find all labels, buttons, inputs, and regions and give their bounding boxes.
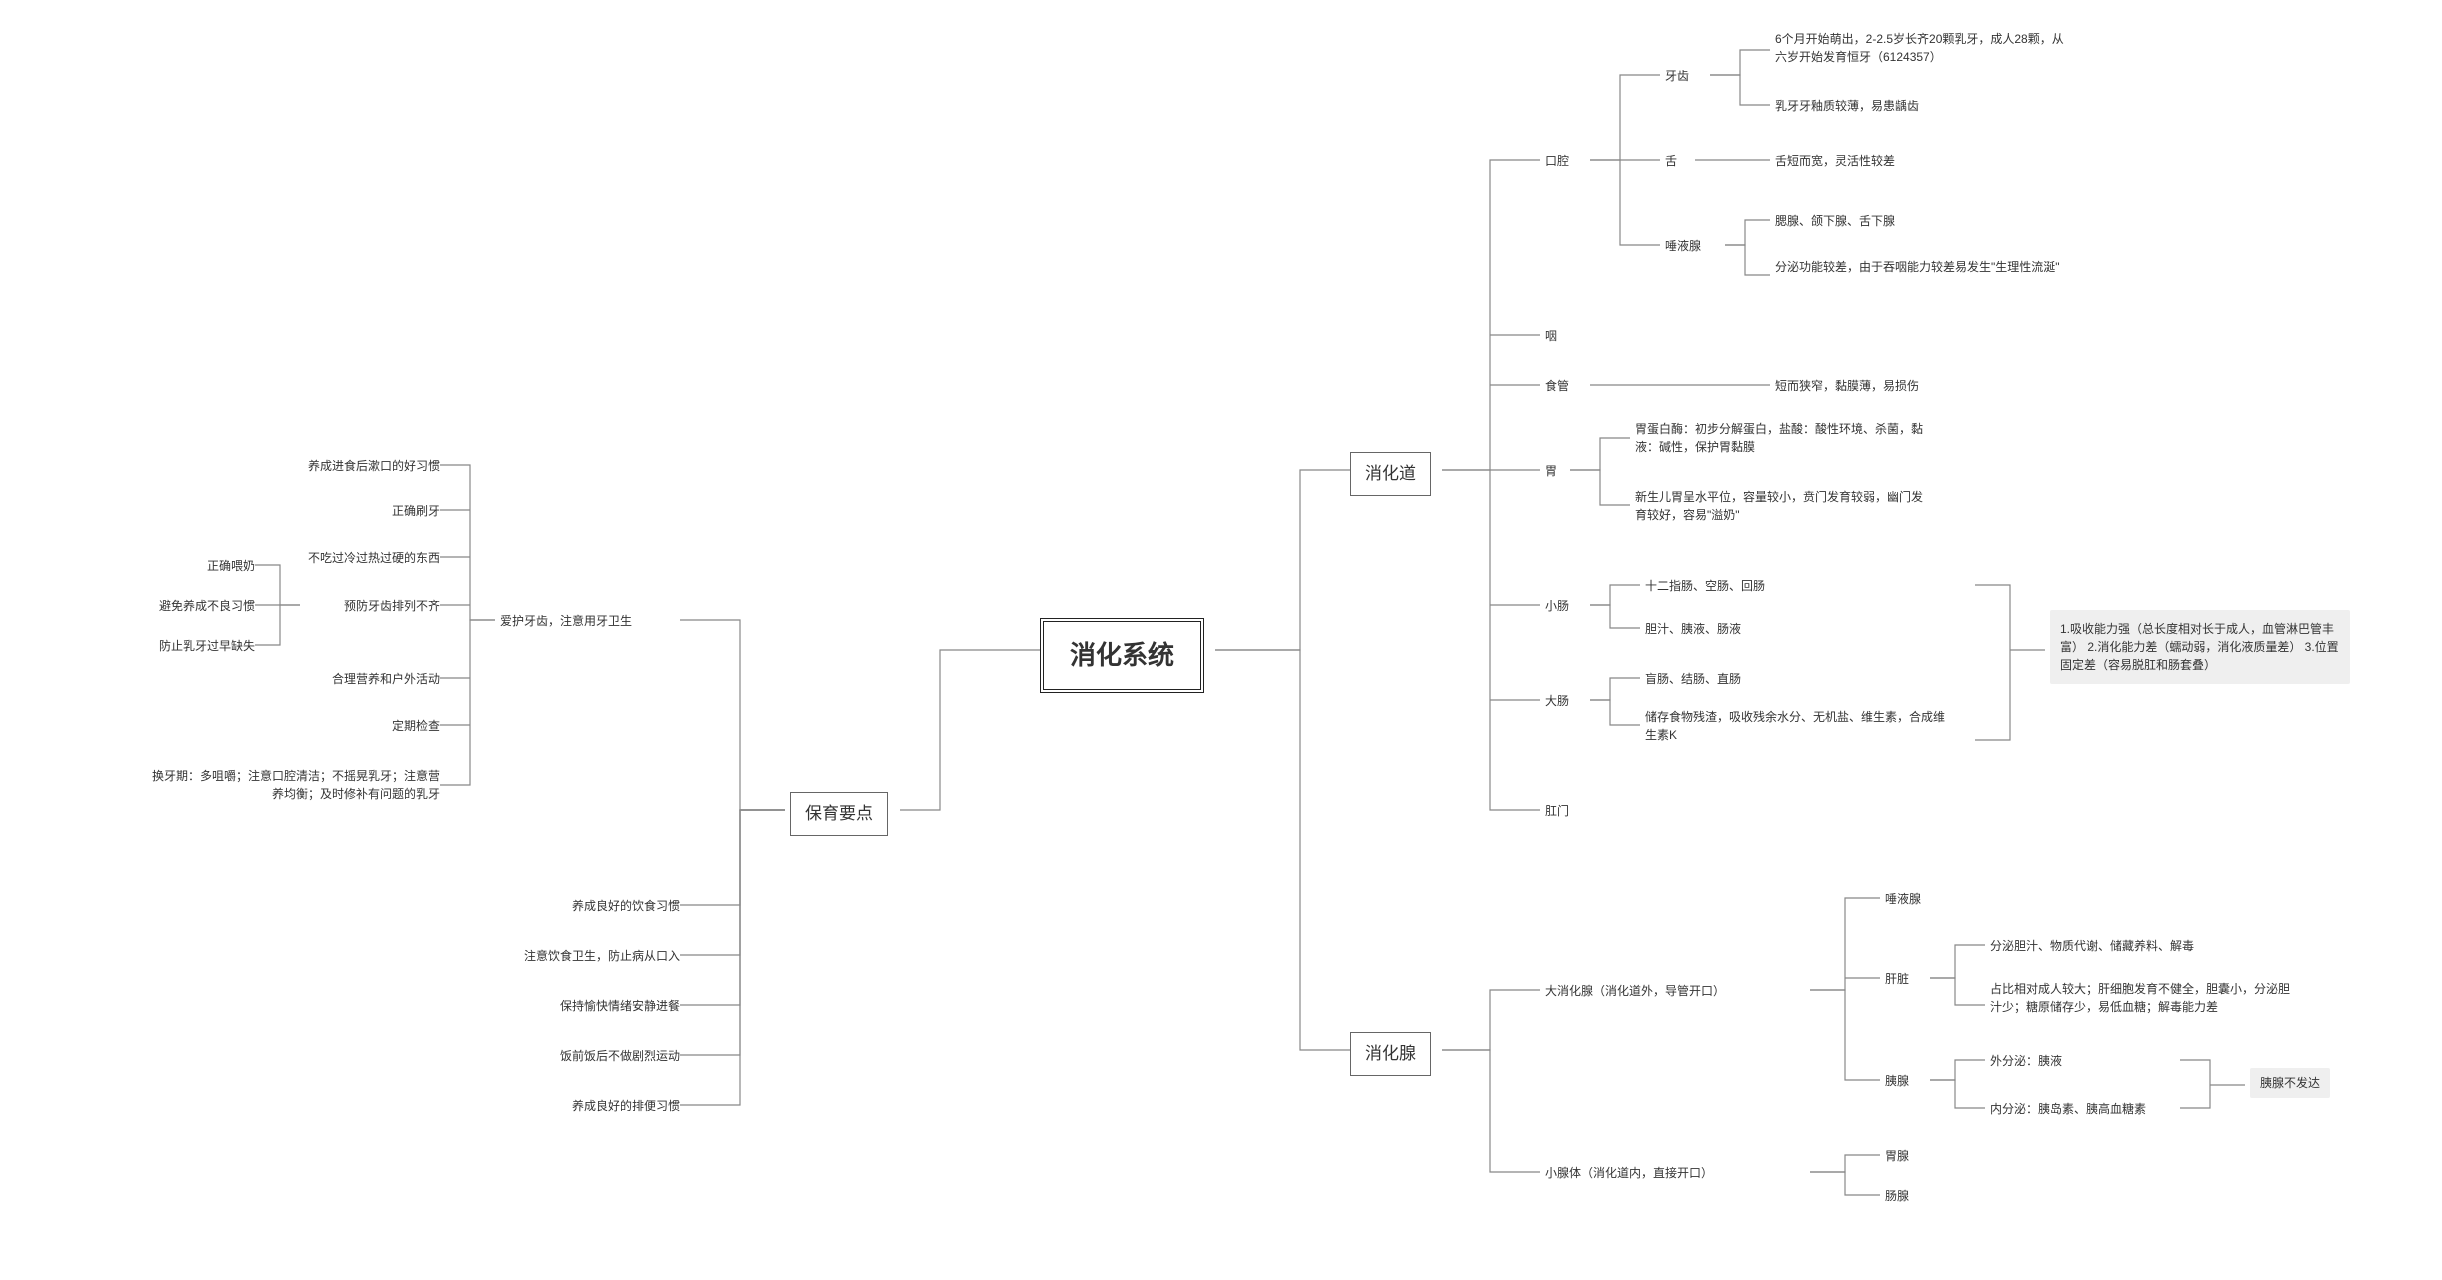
pharynx-node: 咽 — [1545, 327, 1557, 345]
care-title: 爱护牙齿，注意用牙卫生 — [500, 612, 632, 630]
care-item: 定期检查 — [270, 717, 440, 735]
tongue-desc: 舌短而宽，灵活性较差 — [1775, 152, 1895, 170]
si-item: 胆汁、胰液、肠液 — [1645, 620, 1741, 638]
si-item: 十二指肠、空肠、回肠 — [1645, 577, 1765, 595]
teeth-node: 牙齿 — [1665, 67, 1689, 85]
sub-tract: 消化道 — [1350, 452, 1431, 496]
liver-item: 占比相对成人较大；肝细胞发育不健全，胆囊小，分泌胆汁少；糖原储存少，易低血糖；解… — [1990, 980, 2290, 1016]
care-item: 养成进食后漱口的好习惯 — [270, 457, 440, 475]
stomach-gland: 胃腺 — [1885, 1147, 1909, 1165]
root-node: 消化系统 — [1040, 618, 1204, 693]
teeth-item: 6个月开始萌出，2-2.5岁长齐20颗乳牙，成人28颗，从六岁开始发育恒牙（61… — [1775, 30, 2075, 66]
habit-item: 保持愉快情绪安静进餐 — [500, 997, 680, 1015]
liver-item: 分泌胆汁、物质代谢、储藏养料、解毒 — [1990, 937, 2194, 955]
li-node: 大肠 — [1545, 692, 1569, 710]
tongue-node: 舌 — [1665, 152, 1677, 170]
stomach-node: 胃 — [1545, 462, 1557, 480]
habit-item: 养成良好的饮食习惯 — [500, 897, 680, 915]
care-item: 正确刷牙 — [270, 502, 440, 520]
intestine-callout: 1.吸收能力强（总长度相对长于成人，血管淋巴管丰富） 2.消化能力差（蠕动弱，消… — [2050, 610, 2350, 684]
intestine-gland: 肠腺 — [1885, 1187, 1909, 1205]
stomach-item: 胃蛋白酶：初步分解蛋白，盐酸：酸性环境、杀菌，黏液：碱性，保护胃黏膜 — [1635, 420, 1925, 456]
pancreas-node: 胰腺 — [1885, 1072, 1909, 1090]
li-item: 盲肠、结肠、直肠 — [1645, 670, 1741, 688]
sub-glands: 消化腺 — [1350, 1032, 1431, 1076]
teeth-item: 乳牙牙釉质较薄，易患龋齿 — [1775, 97, 1919, 115]
saliva-item: 分泌功能较差，由于吞咽能力较差易发生"生理性流涎" — [1775, 258, 2060, 276]
care-item: 合理营养和户外活动 — [270, 670, 440, 688]
saliva-node: 唾液腺 — [1665, 237, 1701, 255]
liver-node: 肝脏 — [1885, 970, 1909, 988]
saliva-gland2: 唾液腺 — [1885, 890, 1921, 908]
big-gland: 大消化腺（消化道外，导管开口） — [1545, 982, 1725, 1000]
mouth-node: 口腔 — [1545, 152, 1569, 170]
care-item: 不吃过冷过热过硬的东西 — [270, 549, 440, 567]
small-gland: 小腺体（消化道内，直接开口） — [1545, 1164, 1713, 1182]
pancreas-item: 外分泌：胰液 — [1990, 1052, 2062, 1070]
stomach-item: 新生儿胃呈水平位，容量较小，贲门发育较弱，幽门发育较好，容易"溢奶" — [1635, 488, 1925, 524]
pancreas-callout: 胰腺不发达 — [2250, 1068, 2330, 1098]
sub-care: 保育要点 — [790, 792, 888, 836]
anus-node: 肛门 — [1545, 802, 1569, 820]
li-item: 储存食物残渣，吸收残余水分、无机盐、维生素，合成维生素K — [1645, 708, 1945, 744]
care-item: 预防牙齿排列不齐 — [303, 597, 440, 615]
care-item: 换牙期：多咀嚼；注意口腔清洁；不摇晃乳牙；注意营养均衡；及时修补有问题的乳牙 — [150, 767, 440, 803]
si-node: 小肠 — [1545, 597, 1569, 615]
prevent-item: 防止乳牙过早缺失 — [120, 637, 255, 655]
prevent-item: 正确喂奶 — [120, 557, 255, 575]
habit-item: 注意饮食卫生，防止病从口入 — [480, 947, 680, 965]
esophagus-desc: 短而狭窄，黏膜薄，易损伤 — [1775, 377, 1919, 395]
esophagus-node: 食管 — [1545, 377, 1569, 395]
habit-item: 饭前饭后不做剧烈运动 — [500, 1047, 680, 1065]
pancreas-item: 内分泌：胰岛素、胰高血糖素 — [1990, 1100, 2146, 1118]
prevent-item: 避免养成不良习惯 — [120, 597, 255, 615]
habit-item: 养成良好的排便习惯 — [500, 1097, 680, 1115]
saliva-item: 腮腺、颌下腺、舌下腺 — [1775, 212, 1895, 230]
